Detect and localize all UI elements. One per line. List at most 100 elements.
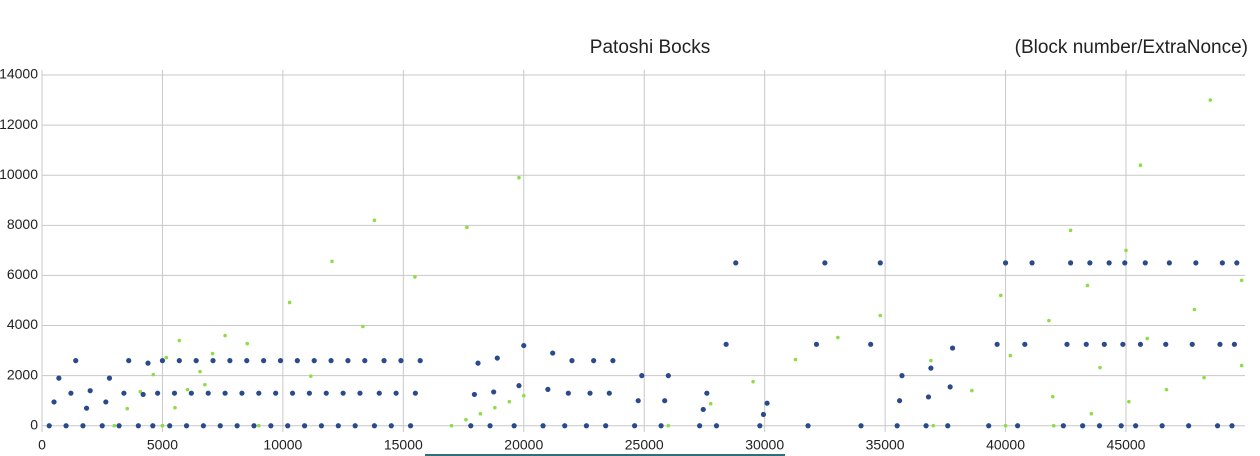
data-point [210, 358, 216, 364]
data-point [200, 423, 206, 429]
data-point [998, 293, 1003, 298]
data-point [103, 399, 109, 405]
data-point [407, 423, 414, 429]
data-point [639, 373, 645, 379]
data-point [277, 358, 284, 364]
data-point [471, 391, 477, 398]
data-point [106, 375, 113, 381]
data-point [1002, 260, 1009, 266]
data-point [198, 369, 202, 374]
data-point [398, 358, 404, 364]
data-point [478, 411, 483, 416]
data-point [412, 390, 418, 396]
data-point [517, 175, 521, 180]
data-point [1166, 260, 1172, 266]
data-point [112, 423, 117, 428]
data-point [159, 358, 166, 364]
data-point [1068, 228, 1073, 233]
data-point [116, 423, 122, 429]
data-point [372, 218, 377, 223]
data-point [318, 423, 325, 429]
data-point [309, 374, 313, 378]
data-point [362, 358, 368, 364]
data-point [565, 390, 571, 396]
data-point [245, 341, 250, 346]
data-point [1133, 423, 1139, 429]
data-point [1098, 365, 1102, 370]
data-point [697, 423, 703, 429]
data-point [540, 423, 546, 429]
data-point [121, 390, 127, 396]
data-point [868, 341, 874, 347]
data-point [878, 313, 883, 318]
data-point [1142, 260, 1148, 266]
data-point [751, 379, 755, 384]
data-point [1003, 423, 1008, 428]
data-point [210, 351, 215, 356]
data-point [417, 358, 423, 364]
data-point [468, 423, 474, 429]
data-point [176, 358, 182, 364]
data-point [713, 423, 720, 429]
data-point [550, 350, 556, 356]
data-point [894, 423, 900, 429]
data-point [1127, 399, 1131, 404]
data-point [171, 390, 178, 396]
x-tick-label: 10000 [263, 437, 302, 453]
chart-title: Patoshi Bocks [590, 37, 710, 58]
data-point [328, 358, 334, 364]
data-point [666, 423, 671, 428]
data-point [583, 423, 590, 429]
data-point [177, 338, 182, 343]
data-point [1029, 260, 1035, 266]
y-tick-label: 8000 [7, 216, 38, 232]
data-point [947, 384, 953, 390]
y-tick-label: 14000 [0, 66, 38, 82]
data-point [631, 423, 638, 429]
data-point [1060, 423, 1066, 429]
x-tick-label: 30000 [745, 437, 784, 453]
data-point [1229, 423, 1235, 429]
data-point [126, 358, 132, 364]
data-point [1083, 341, 1089, 347]
data-point [949, 345, 956, 351]
data-point [413, 275, 417, 279]
data-point [931, 423, 936, 428]
data-point [1051, 423, 1056, 428]
data-point [223, 333, 227, 338]
data-point [606, 390, 612, 396]
data-point [393, 390, 399, 396]
data-point [1096, 423, 1103, 429]
data-point [1164, 387, 1169, 392]
data-point [294, 358, 300, 364]
data-point [164, 355, 169, 360]
data-point [145, 360, 151, 366]
data-point [665, 373, 671, 379]
x-tick-label: 25000 [625, 437, 664, 453]
data-point [289, 390, 296, 396]
y-tick-label: 6000 [7, 266, 38, 282]
data-point [635, 398, 641, 404]
data-point [1192, 307, 1197, 312]
data-point [287, 300, 292, 305]
data-point [193, 358, 199, 364]
data-point [205, 390, 211, 396]
data-point [1214, 423, 1221, 429]
data-point [251, 423, 257, 429]
data-point [569, 358, 575, 364]
data-point [929, 358, 933, 363]
data-point [160, 423, 165, 428]
data-point [376, 390, 382, 396]
data-point [188, 390, 194, 396]
data-point [591, 358, 597, 364]
data-point [150, 423, 156, 429]
data-point [1022, 341, 1028, 347]
data-point [167, 423, 173, 429]
data-point [925, 394, 932, 400]
data-point [311, 358, 317, 364]
data-point [1239, 363, 1244, 368]
data-point [899, 373, 905, 379]
data-point [562, 423, 568, 429]
y-tick-label: 0 [30, 416, 38, 432]
data-point [63, 423, 69, 429]
